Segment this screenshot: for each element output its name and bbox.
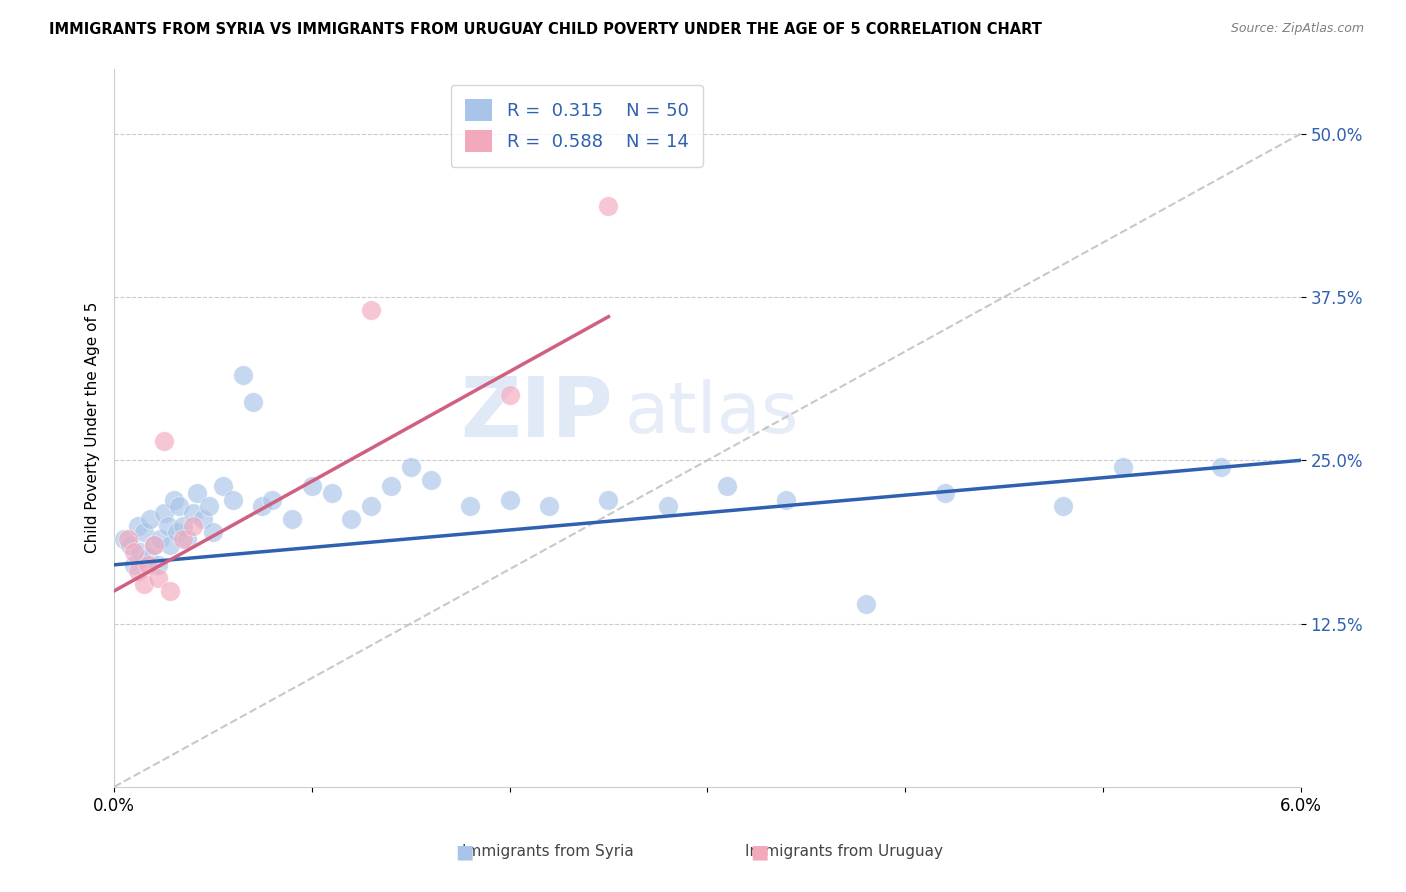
Point [139, 512, 162, 526]
Point [222, 492, 245, 507]
Point [380, 479, 402, 493]
Point [934, 486, 956, 500]
Point [232, 368, 254, 383]
Point [127, 565, 149, 579]
Point [598, 199, 620, 213]
Point [281, 512, 304, 526]
Point [162, 492, 184, 507]
Point [142, 538, 165, 552]
Text: Immigrants from Uruguay: Immigrants from Uruguay [745, 845, 942, 859]
Point [301, 479, 323, 493]
Point [538, 499, 561, 513]
Point [1052, 499, 1074, 513]
Point [152, 434, 174, 448]
Point [132, 525, 155, 540]
Point [191, 512, 214, 526]
Point [176, 532, 198, 546]
Text: Immigrants from Syria: Immigrants from Syria [463, 845, 634, 859]
Point [181, 506, 204, 520]
Text: ■: ■ [454, 842, 474, 862]
Point [855, 597, 877, 611]
Point [212, 479, 235, 493]
Point [122, 545, 145, 559]
Point [1111, 459, 1133, 474]
Point [117, 532, 139, 546]
Point [169, 499, 191, 513]
Point [360, 303, 382, 318]
Point [149, 532, 172, 546]
Text: atlas: atlas [624, 379, 799, 448]
Point [202, 525, 225, 540]
Point [498, 492, 520, 507]
Text: Source: ZipAtlas.com: Source: ZipAtlas.com [1230, 22, 1364, 36]
Point [1211, 459, 1233, 474]
Point [242, 394, 264, 409]
Point [127, 518, 149, 533]
Point [159, 583, 181, 598]
Point [156, 518, 179, 533]
Point [262, 492, 284, 507]
Point [399, 459, 422, 474]
Y-axis label: Child Poverty Under the Age of 5: Child Poverty Under the Age of 5 [86, 302, 100, 553]
Point [132, 577, 155, 591]
Point [136, 558, 159, 572]
Point [186, 486, 208, 500]
Point [181, 518, 204, 533]
Point [152, 506, 174, 520]
Text: IMMIGRANTS FROM SYRIA VS IMMIGRANTS FROM URUGUAY CHILD POVERTY UNDER THE AGE OF : IMMIGRANTS FROM SYRIA VS IMMIGRANTS FROM… [49, 22, 1042, 37]
Point [159, 538, 181, 552]
Point [419, 473, 441, 487]
Point [775, 492, 797, 507]
Point [136, 551, 159, 566]
Point [716, 479, 738, 493]
Legend: R =  0.315    N = 50, R =  0.588    N = 14: R = 0.315 N = 50, R = 0.588 N = 14 [451, 85, 703, 167]
Text: ZIP: ZIP [460, 373, 613, 454]
Point [128, 545, 150, 559]
Point [198, 499, 221, 513]
Point [172, 518, 194, 533]
Point [112, 532, 135, 546]
Point [657, 499, 679, 513]
Point [252, 499, 274, 513]
Point [340, 512, 363, 526]
Point [360, 499, 382, 513]
Point [142, 538, 165, 552]
Point [146, 571, 169, 585]
Point [118, 538, 141, 552]
Point [321, 486, 343, 500]
Point [166, 525, 188, 540]
Point [498, 388, 520, 402]
Text: ■: ■ [749, 842, 769, 862]
Point [122, 558, 145, 572]
Point [146, 558, 169, 572]
Point [458, 499, 481, 513]
Point [598, 492, 620, 507]
Point [172, 532, 194, 546]
